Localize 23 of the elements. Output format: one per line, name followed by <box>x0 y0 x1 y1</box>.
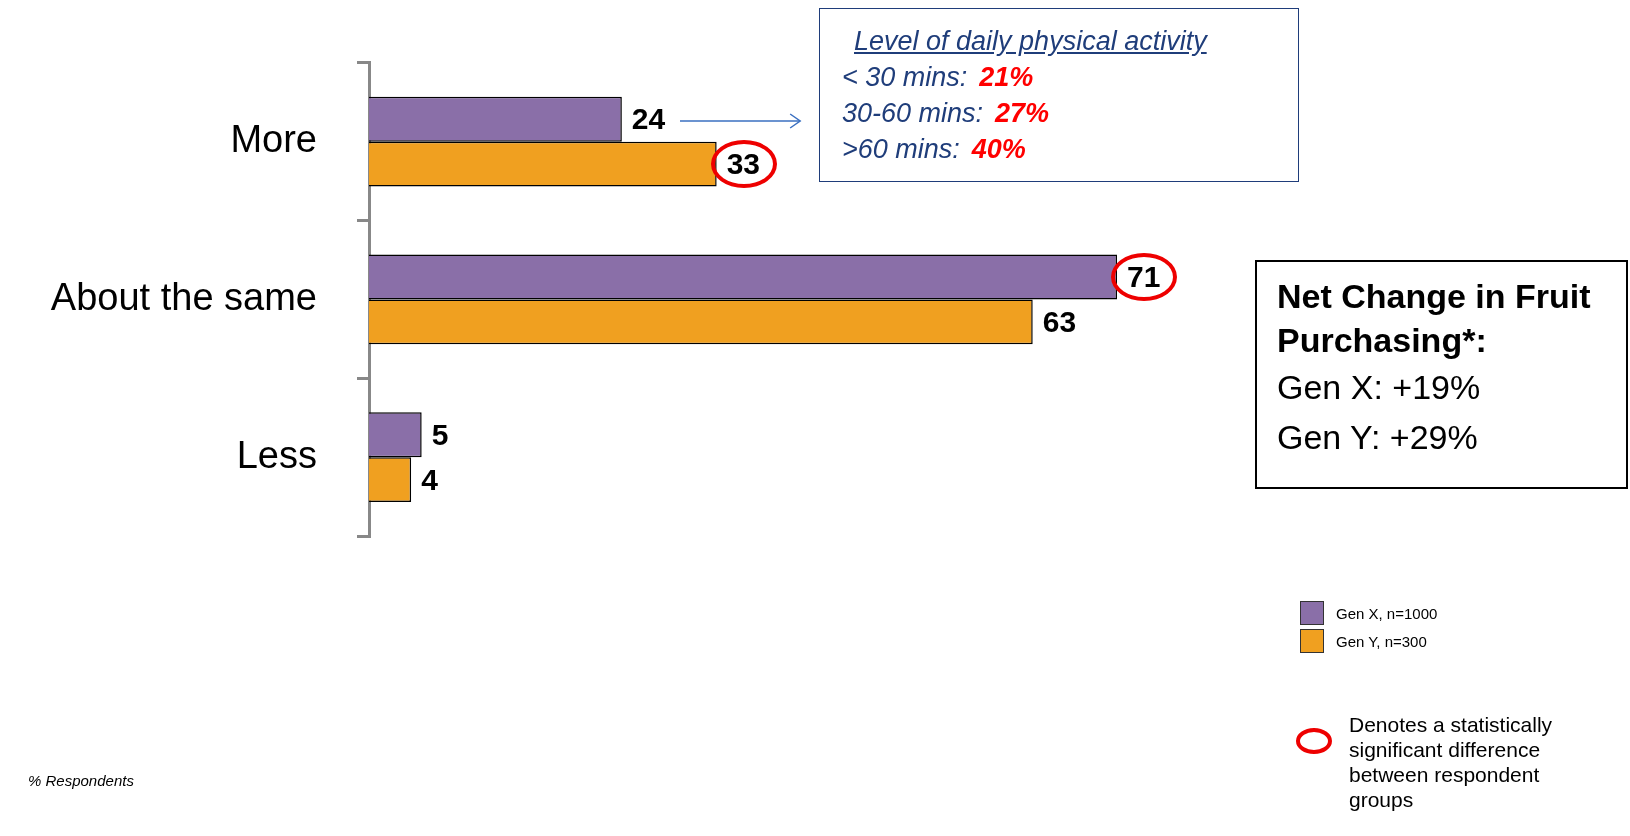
annotation: 21% <box>979 62 1034 92</box>
annotation: 40% <box>971 134 1026 164</box>
data-label: 71 <box>1127 260 1161 294</box>
text: Denotes a statistically significant difference between respondent groups <box>1349 712 1554 812</box>
y-tick-label: Less <box>236 433 317 476</box>
data-label: 24 <box>631 102 666 136</box>
y-tick-label: About the same <box>50 275 317 318</box>
annotation: >60 mins: <box>842 134 960 164</box>
data-label: 4 <box>421 462 439 496</box>
text: Gen X: +19% <box>1277 367 1482 408</box>
annotation: 27% <box>995 98 1050 128</box>
annotation: < 30 mins: <box>842 62 968 92</box>
data-label: 5 <box>431 417 449 451</box>
y-tick-label: More <box>230 118 317 161</box>
legend-label: Gen Y, n=300 <box>1336 632 1427 650</box>
data-label: 63 <box>1042 305 1077 339</box>
data-label: 33 <box>726 147 761 181</box>
text: Gen Y: +29% <box>1277 417 1479 458</box>
text: Net Change in Fruit Purchasing*: <box>1277 276 1592 361</box>
text: % Respondents <box>28 772 134 789</box>
annotation: 30-60 mins: <box>842 98 984 128</box>
legend-label: Gen X, n=1000 <box>1336 604 1438 622</box>
text: Level of daily physical activity <box>853 25 1209 58</box>
